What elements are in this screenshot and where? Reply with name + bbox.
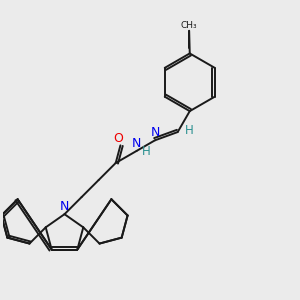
Text: O: O — [113, 132, 123, 146]
Text: H: H — [142, 145, 150, 158]
Text: N: N — [132, 137, 141, 150]
Text: H: H — [184, 124, 193, 137]
Text: CH₃: CH₃ — [181, 21, 197, 30]
Text: N: N — [60, 200, 69, 213]
Text: N: N — [150, 126, 160, 140]
